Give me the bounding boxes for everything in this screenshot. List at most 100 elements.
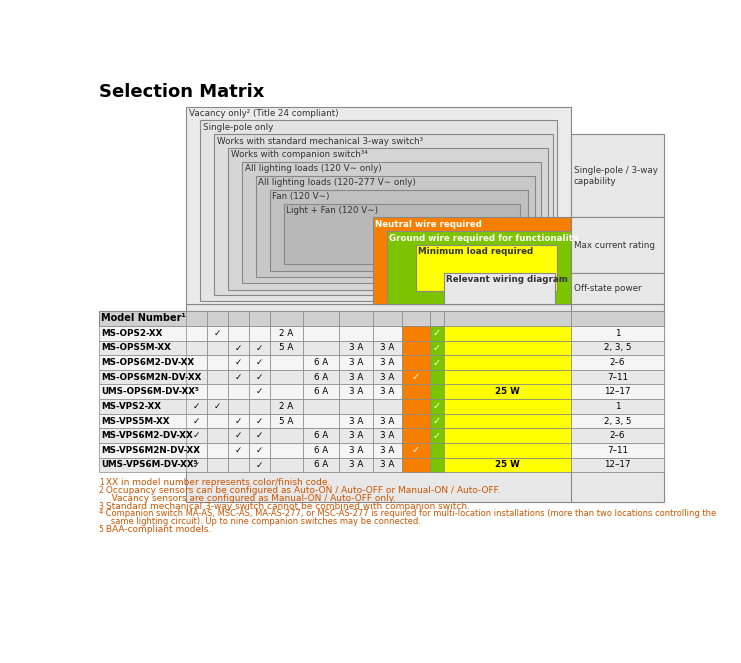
Text: 3 A: 3 A — [380, 446, 395, 455]
Text: 6 A: 6 A — [313, 431, 328, 440]
Text: Works with standard mechanical 3-way switch³: Works with standard mechanical 3-way swi… — [216, 137, 423, 146]
Text: MS-VPS5M-XX: MS-VPS5M-XX — [102, 416, 170, 426]
Bar — [228, 385, 249, 399]
Text: ✓: ✓ — [433, 343, 441, 353]
Bar — [430, 399, 444, 414]
Bar — [430, 355, 444, 370]
Text: All lighting loads (120 V∼ only): All lighting loads (120 V∼ only) — [245, 164, 382, 173]
Bar — [302, 355, 339, 370]
Bar — [200, 121, 556, 300]
Text: 2 A: 2 A — [279, 329, 293, 337]
Text: 3 A: 3 A — [349, 387, 363, 396]
Bar — [207, 457, 228, 472]
Bar — [207, 370, 228, 385]
Bar — [249, 370, 270, 385]
Bar — [270, 355, 302, 370]
Bar — [270, 190, 528, 271]
Bar — [207, 414, 228, 428]
Bar — [339, 428, 373, 443]
Bar — [228, 370, 249, 385]
Bar — [187, 326, 207, 341]
Bar — [207, 428, 228, 443]
Text: MS-VPS2-XX: MS-VPS2-XX — [102, 402, 161, 411]
Bar — [284, 204, 520, 265]
Bar — [373, 399, 402, 414]
Text: 3 A: 3 A — [380, 460, 395, 469]
Bar — [444, 385, 571, 399]
Bar — [187, 370, 207, 385]
Text: ✓: ✓ — [433, 357, 441, 367]
Bar — [207, 385, 228, 399]
Bar — [187, 107, 571, 304]
Text: MS-OPS5M-XX: MS-OPS5M-XX — [102, 343, 171, 353]
Text: 3 A: 3 A — [349, 358, 363, 367]
Bar — [187, 341, 207, 355]
Bar — [373, 457, 402, 472]
Bar — [571, 310, 664, 326]
Text: Light + Fan (120 V∼): Light + Fan (120 V∼) — [286, 206, 379, 215]
Bar — [430, 385, 444, 399]
Text: MS-VPS6M2N-DV-XX: MS-VPS6M2N-DV-XX — [102, 446, 200, 455]
Text: 3 A: 3 A — [380, 387, 395, 396]
Bar — [302, 385, 339, 399]
Text: 5 A: 5 A — [279, 416, 293, 426]
Bar — [339, 326, 373, 341]
Bar — [99, 326, 664, 341]
Text: 2–6: 2–6 — [610, 358, 625, 367]
Text: ✓: ✓ — [256, 446, 263, 455]
Bar — [444, 399, 571, 414]
Bar — [270, 310, 302, 326]
Bar — [207, 399, 228, 414]
Bar — [187, 304, 662, 503]
Text: 2, 3, 5: 2, 3, 5 — [604, 343, 631, 353]
Bar — [339, 370, 373, 385]
Text: 1: 1 — [614, 329, 620, 337]
Bar — [402, 341, 430, 355]
Text: 3 A: 3 A — [380, 358, 395, 367]
Text: ✓: ✓ — [235, 358, 242, 367]
Bar — [207, 341, 228, 355]
Text: 3 A: 3 A — [349, 343, 363, 353]
Bar — [571, 341, 664, 355]
Bar — [444, 443, 571, 457]
Bar — [430, 443, 444, 457]
Bar — [302, 428, 339, 443]
Bar — [99, 457, 664, 472]
Text: 7–11: 7–11 — [607, 446, 628, 455]
Bar — [571, 355, 664, 370]
Bar — [207, 310, 228, 326]
Text: 5 A: 5 A — [279, 343, 293, 353]
Text: Vacancy sensors are configured as Manual-ON / Auto-OFF only.: Vacancy sensors are configured as Manual… — [104, 494, 396, 503]
Bar — [99, 428, 664, 443]
Bar — [270, 341, 302, 355]
Bar — [302, 370, 339, 385]
Text: Vacancy only² (Title 24 compliant): Vacancy only² (Title 24 compliant) — [189, 109, 339, 118]
Bar — [270, 443, 302, 457]
Bar — [187, 310, 207, 326]
Bar — [228, 428, 249, 443]
Bar — [339, 457, 373, 472]
Text: 6 A: 6 A — [313, 446, 328, 455]
Text: 6 A: 6 A — [313, 373, 328, 382]
Text: 3 A: 3 A — [349, 373, 363, 382]
Bar — [187, 399, 207, 414]
Bar — [373, 385, 402, 399]
Bar — [571, 428, 664, 443]
Text: ✓: ✓ — [193, 402, 201, 411]
Text: 1: 1 — [99, 479, 104, 487]
Text: XX in model number represents color/finish code.: XX in model number represents color/fini… — [104, 479, 330, 487]
Text: Standard mechanical 3-way switch cannot be combined with companion switch.: Standard mechanical 3-way switch cannot … — [104, 501, 471, 511]
Bar — [571, 134, 664, 217]
Bar — [249, 443, 270, 457]
Bar — [228, 414, 249, 428]
Bar — [416, 245, 556, 290]
Bar — [187, 443, 207, 457]
Text: UMS-OPS6M-DV-XX⁵: UMS-OPS6M-DV-XX⁵ — [102, 387, 199, 396]
Text: ✓: ✓ — [433, 431, 441, 441]
Text: Occupancy sensors can be configured as Auto-ON / Auto-OFF or Manual-ON / Auto-OF: Occupancy sensors can be configured as A… — [104, 486, 501, 495]
Text: ✓: ✓ — [235, 373, 242, 382]
Bar — [270, 399, 302, 414]
Bar — [444, 428, 571, 443]
Bar — [270, 457, 302, 472]
Bar — [249, 341, 270, 355]
